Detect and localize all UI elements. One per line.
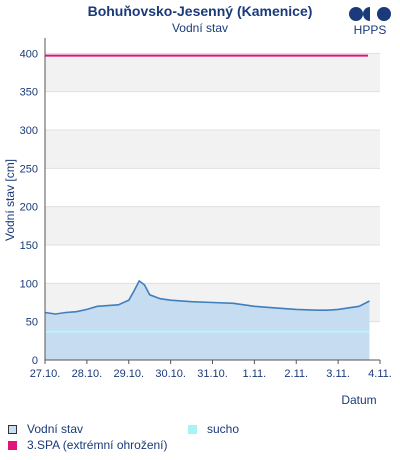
y-tick-label: 50: [26, 317, 38, 329]
series-area: [44, 279, 370, 360]
grid-band: [45, 245, 380, 284]
x-tick-label: 4.11.: [368, 368, 392, 380]
x-tick-label: 2.11.: [284, 368, 308, 380]
grid-band: [45, 38, 380, 54]
legend-swatch-vodni-stav: [8, 424, 17, 434]
chart-title: Bohuňovsko-Jesenný (Kamenice): [87, 3, 313, 19]
y-tick-label: 0: [32, 355, 38, 367]
y-tick-label: 300: [20, 125, 38, 137]
x-tick-label: 1.11.: [243, 368, 267, 380]
y-tick-label: 100: [20, 278, 38, 290]
y-tick-label: 150: [20, 240, 38, 252]
x-tick-label: 30.10.: [155, 368, 186, 380]
y-tick-label: 400: [20, 48, 38, 60]
legend-item-vodni-stav: Vodní stav: [8, 422, 83, 436]
grid-band: [45, 53, 380, 92]
y-tick-label: 350: [20, 87, 38, 99]
series-area-fill: [45, 281, 370, 360]
y-axis-label: Vodní stav [cm]: [3, 159, 17, 241]
x-tick-label: 3.11.: [326, 368, 350, 380]
hpps-logo-icon: [349, 7, 391, 21]
chart-subtitle: Vodní stav: [171, 21, 229, 35]
y-tick-label: 200: [20, 202, 38, 214]
x-axis-label: Datum: [341, 393, 376, 407]
water-level-chart: 0 50 100 150 200 250 300 350 400 27.10. 28.10. 29.…: [3, 38, 392, 407]
x-tick-label: 29.10.: [113, 368, 144, 380]
legend-label-3spa: 3.SPA (extrémní ohrožení): [27, 438, 168, 452]
x-tick-label: 27.10.: [30, 368, 61, 380]
legend-swatch-3spa: [8, 440, 17, 450]
hpps-logo: HPPS: [348, 6, 392, 40]
legend-item-3spa: 3.SPA (extrémní ohrožení): [8, 438, 168, 452]
x-tick-labels: 27.10. 28.10. 29.10. 30.10. 31.10. 1.11. 2.11.…: [30, 360, 392, 380]
legend-label-sucho: sucho: [207, 422, 240, 436]
x-tick-label: 28.10.: [72, 368, 103, 380]
legend-swatch-sucho: [188, 424, 197, 434]
logo-text: HPPS: [353, 23, 387, 37]
grid-band: [45, 206, 380, 245]
series-line-vodni-stav: [44, 279, 370, 315]
grid-band: [45, 130, 380, 169]
x-tick-label: 31.10.: [197, 368, 228, 380]
reference-lines: [45, 54, 370, 333]
y-tick-label: 250: [20, 163, 38, 175]
grid-band: [45, 168, 380, 207]
legend-label-vodni-stav: Vodní stav: [27, 422, 84, 436]
grid-band: [45, 91, 380, 130]
y-tick-labels: 0 50 100 150 200 250 300 350 400: [20, 48, 38, 367]
legend-item-sucho: sucho: [188, 422, 239, 436]
